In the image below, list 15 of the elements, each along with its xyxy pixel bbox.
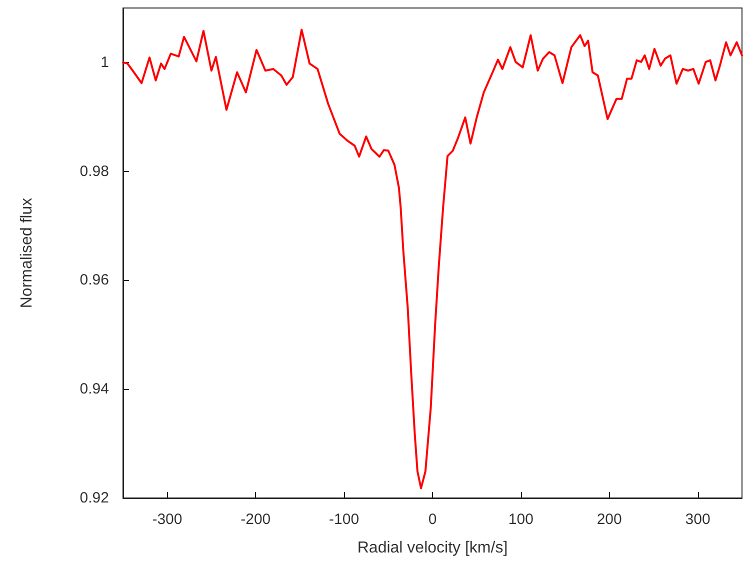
y-tick-label: 0.94: [80, 380, 109, 398]
y-tick-label: 0.96: [80, 272, 109, 289]
x-tick-label: 0: [428, 511, 437, 528]
line-series: [122, 28, 743, 490]
x-tick-label: -300: [152, 511, 182, 528]
x-tick-label: 300: [685, 511, 710, 528]
x-tick-label: -200: [240, 511, 271, 528]
x-tick-label: 100: [508, 511, 534, 528]
y-tick-label: 0.92: [80, 490, 109, 506]
y-axis-title: Normalised flux: [18, 198, 36, 308]
x-axis-title: Radial velocity [km/s]: [357, 540, 508, 556]
x-tick-label: -100: [329, 511, 360, 528]
x-tick-label: 200: [596, 511, 622, 528]
y-tick-label: 0.98: [80, 162, 109, 180]
y-tick-label: 1: [100, 54, 109, 71]
